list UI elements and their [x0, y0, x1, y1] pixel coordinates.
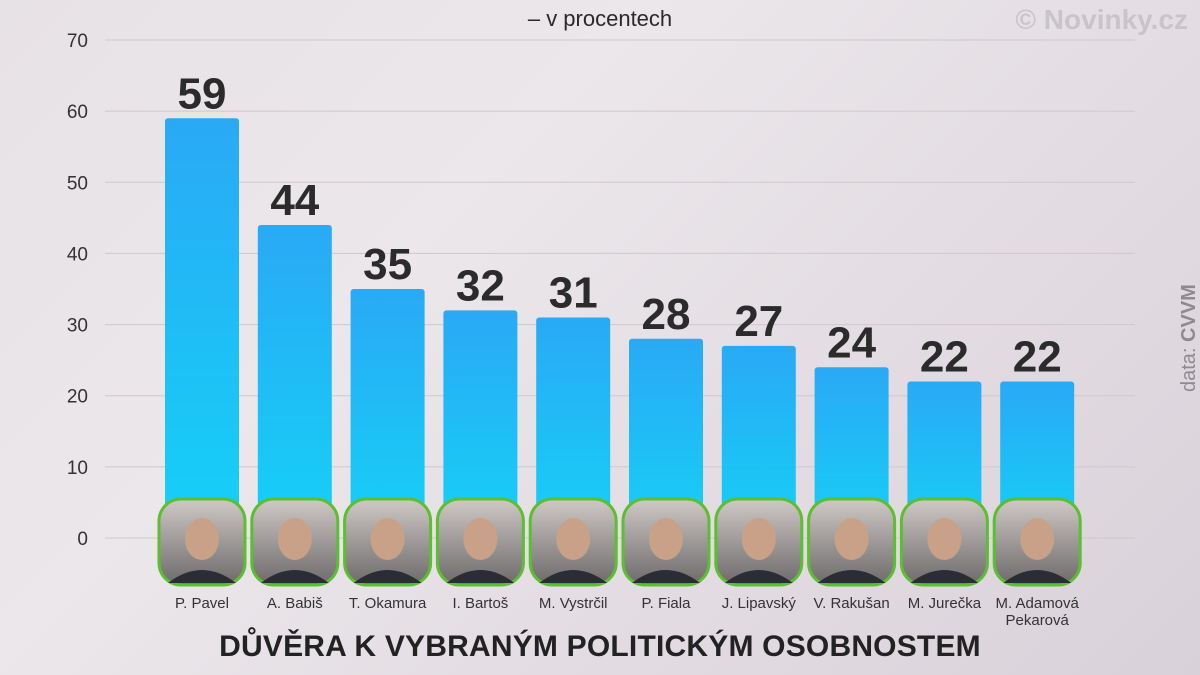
bar [257, 224, 332, 545]
bar [350, 289, 425, 545]
data-label: 32 [456, 261, 505, 310]
category-label: J. Lipavský [721, 595, 796, 612]
category-label: P. Fiala [641, 595, 691, 612]
avatar-shoulders [632, 570, 700, 583]
avatar [157, 497, 247, 587]
avatar-shoulders [353, 570, 422, 583]
y-tick-label: 20 [67, 387, 88, 408]
avatar-shoulders [724, 570, 793, 583]
chart-title: DŮVĚRA K VYBRANÝM POLITICKÝM OSOBNOSTEM [219, 630, 981, 663]
avatar [435, 497, 525, 587]
y-tick-label: 30 [67, 316, 88, 337]
chart-subtitle: – v procentech [527, 6, 673, 31]
avatar-shoulders [446, 570, 515, 583]
avatar [528, 497, 618, 587]
avatar [807, 497, 897, 587]
avatar [899, 497, 989, 587]
category-label: A. Babiš [266, 595, 323, 612]
bar [165, 118, 239, 545]
category-label: M. Jurečka [907, 595, 982, 612]
data-label: 44 [270, 176, 319, 225]
y-tick-label: 0 [77, 529, 88, 550]
avatar-shoulders [260, 570, 329, 583]
data-label: 22 [920, 332, 969, 381]
bar [721, 345, 796, 545]
data-label: 22 [1013, 332, 1062, 381]
category-label: I. Bartoš [452, 595, 509, 612]
avatar-head [463, 518, 498, 560]
y-tick-label: 40 [67, 244, 88, 265]
brand-watermark: © Novinky.cz [1015, 4, 1188, 35]
data-label: 59 [178, 69, 227, 118]
y-tick-label: 60 [67, 102, 88, 123]
avatar-head [834, 518, 869, 560]
avatar-shoulders [817, 570, 886, 583]
data-label: 28 [642, 290, 691, 339]
avatar [250, 497, 340, 587]
avatar-head [185, 518, 219, 560]
avatar-head [1020, 518, 1055, 560]
avatar-head [370, 518, 405, 560]
category-label: P. Pavel [175, 595, 229, 612]
avatar [621, 497, 711, 587]
avatar-head [741, 518, 776, 560]
avatar-layer [157, 497, 1082, 587]
y-tick-label: 50 [67, 173, 88, 194]
avatar-shoulders [168, 570, 236, 583]
bar-chart: 0 10 20 30 40 50 60 70 59 44 35 32 31 28 27 24 22 22 [67, 31, 1135, 587]
avatar [714, 497, 804, 587]
avatar-head [277, 518, 312, 560]
bar-layer: 59 44 35 32 31 28 27 24 22 22 [165, 69, 1075, 545]
data-label: 35 [363, 240, 412, 289]
y-tick-label: 70 [67, 31, 88, 52]
bar [443, 310, 518, 545]
bar [629, 338, 703, 545]
bar [536, 317, 611, 545]
category-label: M. Vystrčil [538, 595, 608, 612]
avatar-shoulders [539, 570, 608, 583]
category-label: M. Adamová Pekarová [995, 595, 1079, 629]
data-label: 27 [734, 297, 783, 346]
data-label: 31 [549, 268, 598, 317]
avatar-shoulders [1003, 570, 1072, 583]
category-label: V. Rakušan [813, 595, 890, 612]
avatar [992, 497, 1082, 587]
y-tick-label: 10 [67, 458, 88, 479]
data-label: 24 [827, 318, 876, 367]
avatar-shoulders [910, 570, 979, 583]
avatar-head [649, 518, 683, 560]
avatar-head [556, 518, 591, 560]
category-label: T. Okamura [348, 595, 427, 612]
avatar-head [927, 518, 962, 560]
avatar [343, 497, 433, 587]
